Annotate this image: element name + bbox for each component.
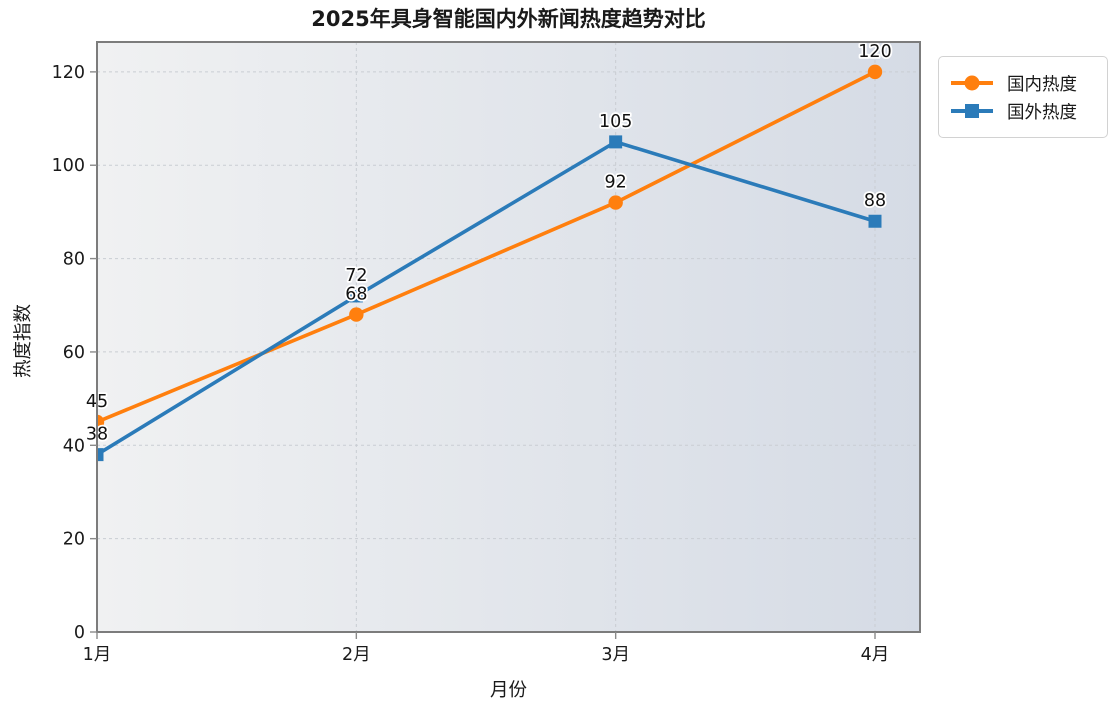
value-label: 88 — [864, 191, 886, 211]
legend-label: 国内热度 — [1007, 74, 1077, 95]
data-point-marker — [349, 307, 364, 322]
plot-background — [97, 42, 920, 632]
data-point-marker — [608, 195, 623, 210]
x-tick-label: 1月 — [83, 645, 112, 665]
value-label: 120 — [858, 42, 891, 62]
value-label: 105 — [599, 112, 632, 132]
x-tick-label: 3月 — [601, 645, 630, 665]
legend-square-marker-icon — [951, 104, 993, 118]
x-axis-title: 月份 — [489, 680, 527, 701]
tick-marks — [90, 71, 876, 639]
y-tick-label: 60 — [63, 343, 85, 363]
value-label: 72 — [345, 266, 367, 286]
tick-labels: 0 20 40 60 80 100 120 1月 2月 3月 4月 — [52, 63, 890, 665]
chart-title: 2025年具身智能国内外新闻热度趋势对比 — [311, 7, 706, 31]
data-point-marker — [97, 414, 105, 430]
value-label: 68 — [345, 285, 367, 305]
square-icon — [965, 104, 979, 118]
data-point-marker — [868, 214, 882, 228]
value-label: 92 — [605, 173, 627, 193]
legend-circle-marker-icon — [951, 75, 993, 91]
data-point-marker — [97, 448, 104, 462]
y-tick-label: 80 — [63, 250, 85, 270]
y-tick-label: 100 — [52, 156, 85, 176]
x-tick-label: 2月 — [342, 645, 371, 665]
series-line-0 — [97, 70, 877, 424]
y-tick-label: 0 — [74, 623, 85, 643]
data-point-marker — [349, 289, 363, 303]
y-axis-title: 热度指数 — [13, 304, 34, 379]
y-tick-label: 20 — [63, 530, 85, 550]
legend: 国内热度 国外热度 — [938, 56, 1108, 138]
data-point-marker — [867, 64, 883, 80]
series-line-1 — [97, 140, 877, 457]
y-tick-label: 40 — [63, 436, 85, 456]
series-group — [97, 64, 883, 462]
legend-item-1: 国外热度 — [951, 98, 1095, 124]
circle-icon — [964, 75, 980, 91]
legend-item-0: 国内热度 — [951, 70, 1095, 96]
legend-label: 国外热度 — [1007, 102, 1077, 123]
data-point-marker — [609, 135, 623, 149]
y-tick-label: 120 — [52, 63, 85, 83]
plot-border — [96, 41, 921, 633]
x-tick-label: 4月 — [861, 645, 890, 665]
